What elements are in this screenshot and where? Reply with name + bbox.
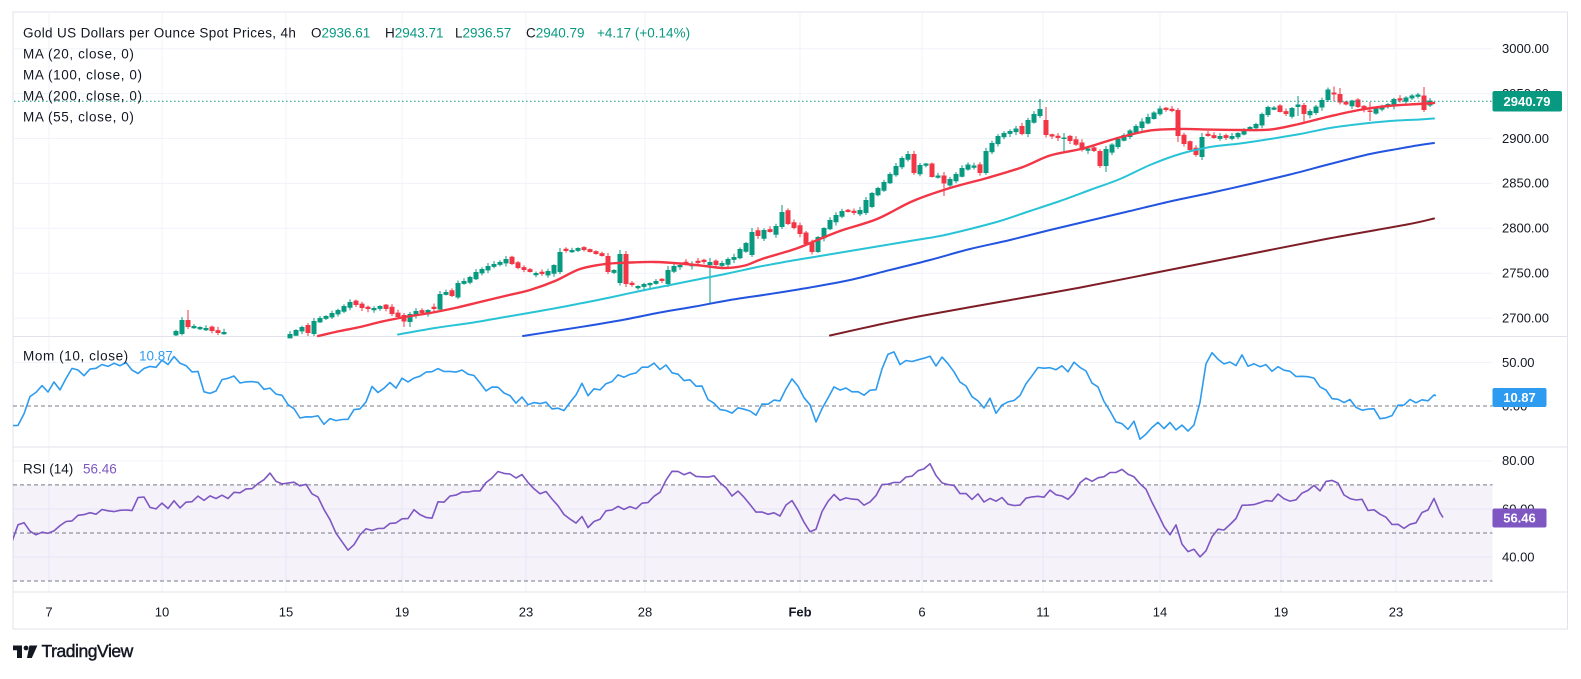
- svg-text:11: 11: [1036, 605, 1050, 620]
- svg-text:Mom (10, close): Mom (10, close): [23, 349, 129, 364]
- svg-text:2850.00: 2850.00: [1502, 176, 1549, 191]
- svg-text:6: 6: [918, 605, 925, 620]
- svg-text:19: 19: [1274, 605, 1288, 620]
- svg-text:C2940.79: C2940.79: [526, 26, 585, 41]
- svg-text:2750.00: 2750.00: [1502, 266, 1549, 281]
- svg-text:2800.00: 2800.00: [1502, 221, 1549, 236]
- svg-text:Feb: Feb: [788, 605, 811, 620]
- svg-text:23: 23: [519, 605, 533, 620]
- svg-text:80.00: 80.00: [1502, 453, 1535, 468]
- svg-text:15: 15: [279, 605, 293, 620]
- svg-text:TradingView: TradingView: [42, 641, 134, 661]
- svg-text:14: 14: [1153, 605, 1167, 620]
- svg-text:MA (55, close, 0): MA (55, close, 0): [23, 110, 135, 125]
- svg-text:Gold US Dollars per Ounce Spot: Gold US Dollars per Ounce Spot Prices, 4…: [23, 26, 296, 41]
- svg-text:10.87: 10.87: [139, 349, 173, 364]
- svg-text:2700.00: 2700.00: [1502, 310, 1549, 325]
- svg-text:56.46: 56.46: [1503, 511, 1536, 526]
- svg-text:56.46: 56.46: [83, 462, 117, 477]
- svg-text:MA (100, close, 0): MA (100, close, 0): [23, 68, 143, 83]
- svg-text:19: 19: [395, 605, 409, 620]
- svg-text:L2936.57: L2936.57: [455, 26, 511, 41]
- svg-text:MA (20, close, 0): MA (20, close, 0): [23, 47, 135, 62]
- svg-text:+4.17 (+0.14%): +4.17 (+0.14%): [597, 26, 690, 41]
- svg-text:2940.79: 2940.79: [1504, 94, 1551, 109]
- svg-text:28: 28: [638, 605, 652, 620]
- svg-text:RSI (14): RSI (14): [23, 462, 73, 477]
- svg-text:10.87: 10.87: [1503, 390, 1536, 405]
- svg-text:10: 10: [155, 605, 169, 620]
- svg-text:40.00: 40.00: [1502, 549, 1535, 564]
- svg-text:MA (200, close, 0): MA (200, close, 0): [23, 89, 143, 104]
- svg-text:2900.00: 2900.00: [1502, 131, 1549, 146]
- svg-text:3000.00: 3000.00: [1502, 41, 1549, 56]
- svg-text:23: 23: [1389, 605, 1403, 620]
- svg-text:O2936.61: O2936.61: [311, 26, 370, 41]
- svg-text:50.00: 50.00: [1502, 355, 1535, 370]
- svg-text:H2943.71: H2943.71: [385, 26, 444, 41]
- svg-text:7: 7: [45, 605, 52, 620]
